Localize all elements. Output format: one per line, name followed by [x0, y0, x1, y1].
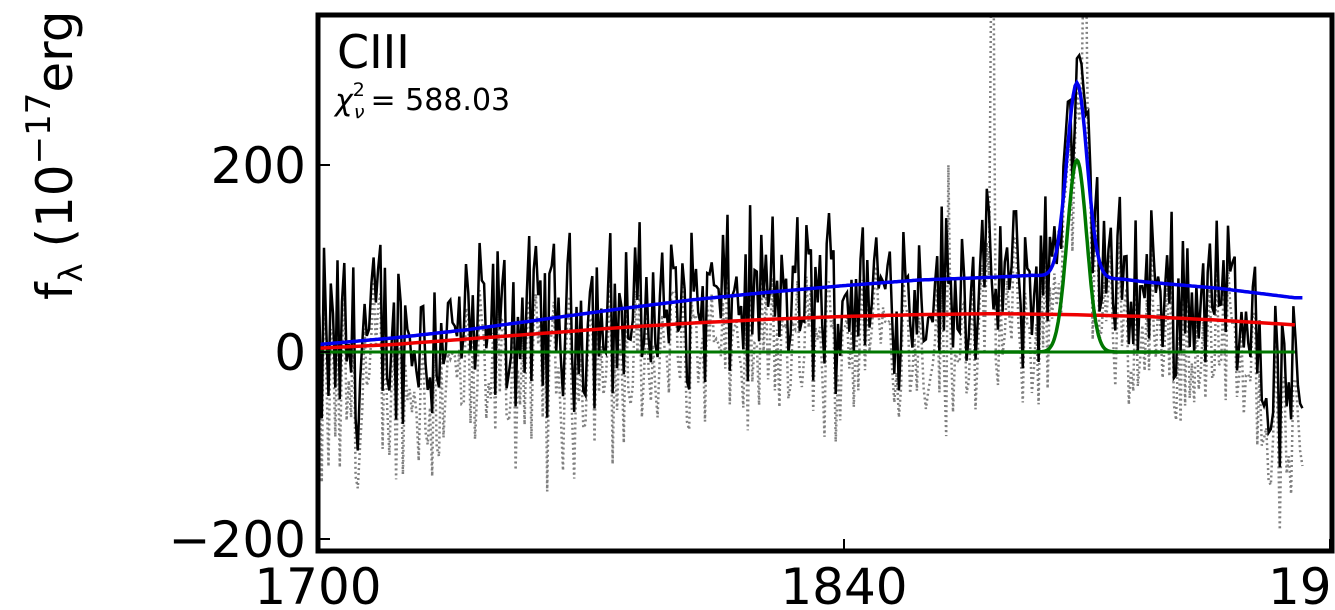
y-axis-label-unit: erg [26, 10, 84, 92]
y-tick-label: −200 [169, 511, 306, 569]
y-axis-label: fλ (10−17erg [19, 10, 90, 300]
chi-value: = 588.03 [370, 83, 510, 118]
observed-spectrum-line [318, 52, 1304, 468]
chi-sup: 2 [353, 79, 365, 101]
plot-frame [315, 12, 1335, 554]
panel-label: CIII [337, 25, 410, 79]
y-tick-label: 200 [211, 137, 306, 195]
chi-symbol: χ [333, 83, 354, 118]
chi-squared-label: χ2 ν = 588.03 [333, 79, 510, 123]
narrow-component-line [994, 157, 1160, 354]
y-axis-label-f: f [26, 281, 84, 300]
x-tick-label: 1840 [780, 558, 907, 610]
plot-series [318, 15, 1304, 530]
total-fit-line [318, 79, 1303, 347]
y-tick-label: 0 [274, 324, 306, 382]
svg-text:fλ (10−17erg: fλ (10−17erg [19, 10, 90, 300]
y-axis-label-exp: −17 [19, 93, 59, 165]
y-axis-label-rest: (10 [26, 164, 84, 263]
x-tick-label: 19 [1268, 558, 1332, 610]
y-axis-label-sub: λ [52, 263, 90, 282]
broad-component-line [318, 311, 1296, 351]
axis-ticks: 1700 1840 19 −200 0 200 [169, 137, 1332, 610]
x-tick-label: 1700 [254, 558, 381, 610]
chi-sub: ν [354, 101, 365, 123]
